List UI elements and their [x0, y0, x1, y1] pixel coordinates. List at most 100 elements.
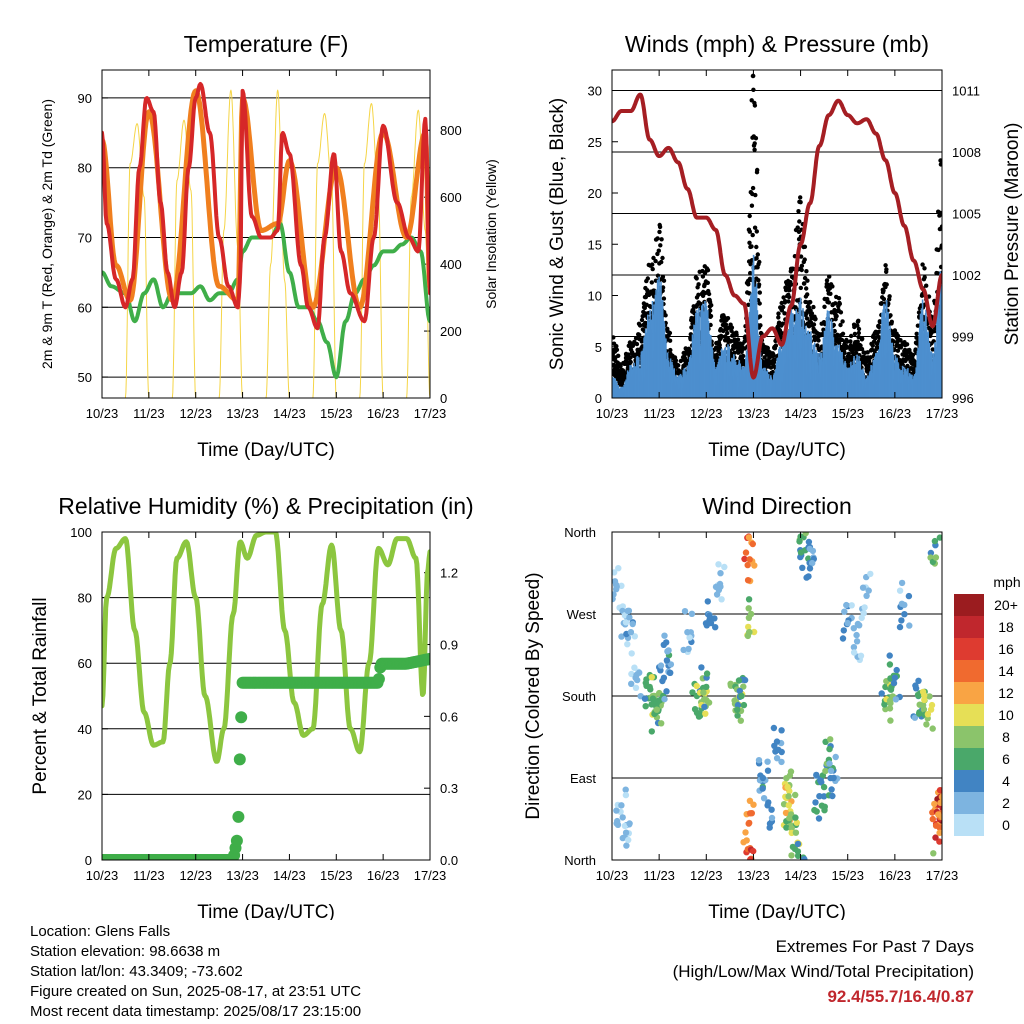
- x-tick-label: 13/23: [737, 868, 770, 883]
- direction-point: [717, 570, 724, 577]
- direction-point: [642, 679, 649, 687]
- direction-point: [828, 786, 835, 793]
- chart-title: Temperature (F): [184, 31, 349, 57]
- direction-point: [764, 758, 771, 765]
- direction-point: [811, 806, 818, 814]
- gust-point: [753, 192, 758, 198]
- y-tick-label: West: [567, 607, 597, 622]
- y-tick-label: 80: [78, 591, 92, 606]
- direction-point: [826, 760, 833, 767]
- gust-point: [773, 343, 779, 348]
- gust-point: [786, 294, 792, 300]
- gust-point: [802, 244, 808, 249]
- gust-point: [634, 341, 640, 347]
- y-tick-label: 0: [595, 391, 602, 406]
- legend-label: 6: [1002, 751, 1010, 767]
- y-tick-label-right: 200: [440, 324, 462, 339]
- gust-point: [725, 316, 731, 321]
- direction-point: [853, 631, 860, 639]
- gust-point: [895, 333, 901, 339]
- direction-point: [748, 810, 755, 817]
- direction-point: [827, 767, 835, 774]
- y-axis-label: Direction (Colored By Speed): [523, 572, 544, 819]
- direction-point: [613, 583, 620, 590]
- direction-point: [926, 693, 933, 700]
- legend-swatch: [954, 748, 984, 770]
- gust-point: [938, 264, 942, 270]
- direction-point: [628, 650, 635, 657]
- direction-point: [626, 820, 633, 827]
- gust-point: [757, 314, 763, 319]
- y-tick-label: North: [564, 525, 596, 540]
- gust-point: [922, 266, 927, 271]
- gust-point: [749, 98, 754, 103]
- direction-point: [915, 692, 922, 699]
- direction-point: [742, 549, 750, 556]
- direction-point: [813, 771, 820, 779]
- gust-point: [628, 355, 633, 360]
- direction-point: [921, 692, 928, 699]
- direction-point: [859, 584, 867, 591]
- gust-point: [881, 296, 887, 302]
- gust-point: [706, 291, 712, 297]
- direction-point: [938, 793, 942, 801]
- gust-point: [645, 276, 650, 281]
- gust-point: [660, 274, 666, 279]
- gust-point: [888, 313, 893, 318]
- gust-point: [804, 316, 810, 321]
- speed-legend: mph 20+ 18 16 14 12 10 8 6 4 2 0: [954, 574, 1021, 836]
- direction-point: [737, 717, 744, 724]
- gust-point: [787, 288, 792, 293]
- gust-point: [804, 286, 809, 291]
- direction-point: [688, 610, 696, 617]
- y-tick-label: North: [564, 853, 596, 868]
- gust-point: [805, 278, 810, 283]
- x-tick-label: 15/23: [320, 406, 353, 421]
- direction-point: [698, 664, 705, 671]
- direction-point: [789, 843, 797, 851]
- x-tick-label: 15/23: [320, 868, 353, 883]
- direction-point: [936, 534, 942, 541]
- direction-point: [738, 692, 745, 700]
- gust-point: [939, 243, 942, 248]
- direction-point: [939, 804, 942, 812]
- direction-point: [615, 565, 622, 572]
- direction-point: [624, 641, 631, 648]
- gust-point: [936, 247, 941, 253]
- direction-point: [622, 619, 630, 626]
- direction-point: [906, 622, 913, 629]
- gust-point: [799, 263, 805, 268]
- gust-point: [752, 103, 758, 108]
- gust-point: [924, 283, 929, 288]
- gust-point: [651, 255, 656, 261]
- gust-point: [907, 347, 912, 353]
- temperature-chart: 50 60 70 80 90 0 200 400 600 800 2m & 9m T (Red, O…: [39, 31, 499, 461]
- direction-point: [736, 687, 743, 695]
- x-tick-label: 16/23: [367, 406, 400, 421]
- gust-point: [661, 278, 667, 283]
- gust-point: [637, 323, 643, 328]
- gust-point: [708, 322, 713, 328]
- gust-point: [657, 229, 662, 235]
- direction-point: [861, 604, 868, 611]
- direction-point: [751, 562, 758, 569]
- gust-point: [837, 301, 842, 306]
- y-axis-label-right: Solar Insolation (Yellow): [483, 159, 499, 309]
- x-tick-label: 17/23: [926, 868, 959, 883]
- gust-point: [789, 282, 794, 287]
- extremes-values: 92.4/55.7/16.4/0.87: [827, 987, 974, 1006]
- direction-point: [882, 683, 889, 691]
- direction-point: [843, 601, 850, 609]
- direction-point: [718, 596, 725, 603]
- legend-title: mph: [993, 574, 1020, 590]
- gust-point: [808, 299, 813, 305]
- y-tick-label-right: 999: [952, 330, 974, 345]
- direction-point: [660, 641, 667, 648]
- legend-label: 16: [998, 641, 1014, 657]
- direction-point: [929, 815, 936, 823]
- gust-point: [723, 334, 728, 339]
- direction-point: [684, 629, 691, 636]
- direction-point: [891, 674, 899, 681]
- gust-point: [832, 307, 837, 313]
- gust-point: [655, 236, 660, 241]
